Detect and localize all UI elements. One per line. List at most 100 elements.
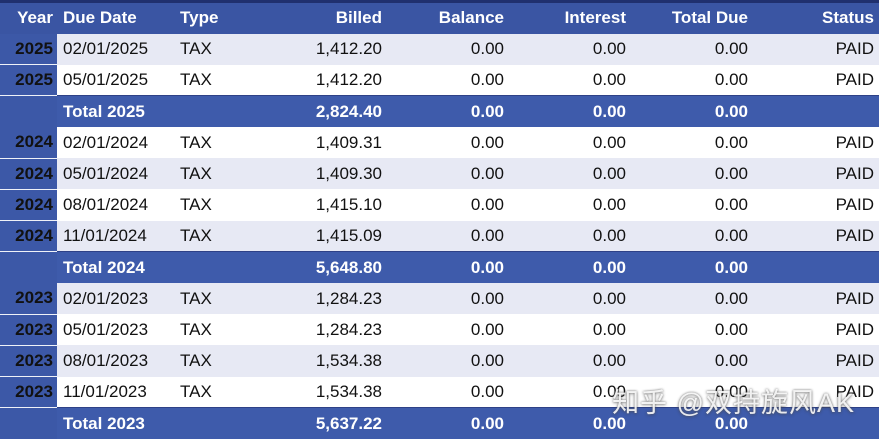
- cell-status: PAID: [753, 189, 879, 221]
- cell-due-date: 02/01/2025: [57, 33, 172, 65]
- column-header-year: Year: [0, 0, 57, 34]
- total-row: Total 2023 5,637.22 0.00 0.00 0.00: [0, 407, 879, 439]
- cell-interest: 0.00: [509, 95, 631, 128]
- cell-year: [0, 407, 57, 439]
- cell-type: TAX: [172, 283, 287, 315]
- cell-balance: 0.00: [387, 95, 509, 128]
- cell-due-date: 08/01/2024: [57, 189, 172, 221]
- cell-type: TAX: [172, 189, 287, 221]
- cell-interest: 0.00: [509, 345, 631, 377]
- cell-total-due: 0.00: [631, 189, 753, 221]
- cell-type: TAX: [172, 158, 287, 190]
- cell-billed: 1,534.38: [287, 376, 387, 408]
- cell-status: PAID: [753, 283, 879, 315]
- cell-status: [753, 251, 879, 283]
- cell-year: 2023: [0, 283, 57, 315]
- cell-total-due: 0.00: [631, 64, 753, 96]
- cell-type: TAX: [172, 33, 287, 65]
- table-row: 2024 05/01/2024 TAX 1,409.30 0.00 0.00 0.00 PAI…: [0, 158, 879, 190]
- cell-status: PAID: [753, 376, 879, 408]
- cell-interest: 0.00: [509, 283, 631, 315]
- table-row: 2024 11/01/2024 TAX 1,415.09 0.00 0.00 0.00 PAI…: [0, 220, 879, 253]
- cell-status: PAID: [753, 127, 879, 159]
- cell-total-due: 0.00: [631, 158, 753, 190]
- cell-billed: 1,415.09: [287, 220, 387, 252]
- header-row: Year Due Date Type Billed Balance Intere…: [0, 0, 879, 34]
- cell-total-label: Total 2025: [57, 95, 287, 128]
- cell-total-due: 0.00: [631, 407, 753, 439]
- cell-total-due: 0.00: [631, 95, 753, 128]
- cell-balance: 0.00: [387, 251, 509, 283]
- column-header-status: Status: [753, 0, 879, 34]
- cell-total-due: 0.00: [631, 283, 753, 315]
- cell-status: [753, 407, 879, 439]
- table-body: 2025 02/01/2025 TAX 1,412.20 0.00 0.00 0.00 PAI…: [0, 33, 879, 439]
- cell-interest: 0.00: [509, 33, 631, 65]
- cell-type: TAX: [172, 127, 287, 159]
- cell-status: PAID: [753, 33, 879, 65]
- cell-balance: 0.00: [387, 283, 509, 315]
- cell-balance: 0.00: [387, 220, 509, 252]
- cell-billed: 1,409.31: [287, 127, 387, 159]
- cell-balance: 0.00: [387, 189, 509, 221]
- cell-due-date: 05/01/2025: [57, 64, 172, 96]
- cell-year: 2023: [0, 314, 57, 346]
- cell-status: [753, 95, 879, 128]
- cell-due-date: 02/01/2023: [57, 283, 172, 315]
- cell-interest: 0.00: [509, 314, 631, 346]
- cell-balance: 0.00: [387, 158, 509, 190]
- cell-total-label: Total 2024: [57, 251, 287, 283]
- cell-type: TAX: [172, 314, 287, 346]
- cell-status: PAID: [753, 314, 879, 346]
- cell-status: PAID: [753, 158, 879, 190]
- cell-type: TAX: [172, 345, 287, 377]
- cell-year: 2024: [0, 158, 57, 190]
- table-row: 2025 02/01/2025 TAX 1,412.20 0.00 0.00 0.00 PAI…: [0, 33, 879, 66]
- cell-type: TAX: [172, 220, 287, 252]
- cell-balance: 0.00: [387, 314, 509, 346]
- cell-interest: 0.00: [509, 64, 631, 96]
- cell-year: 2024: [0, 220, 57, 253]
- cell-balance: 0.00: [387, 64, 509, 96]
- cell-due-date: 08/01/2023: [57, 345, 172, 377]
- cell-billed: 1,412.20: [287, 64, 387, 96]
- table-row: 2023 02/01/2023 TAX 1,284.23 0.00 0.00 0.00 PAI…: [0, 283, 879, 315]
- table-row: 2023 05/01/2023 TAX 1,284.23 0.00 0.00 0.00 PAI…: [0, 314, 879, 346]
- cell-interest: 0.00: [509, 251, 631, 283]
- cell-status: PAID: [753, 64, 879, 96]
- cell-billed: 2,824.40: [287, 95, 387, 128]
- cell-interest: 0.00: [509, 220, 631, 252]
- cell-due-date: 02/01/2024: [57, 127, 172, 159]
- column-header-balance: Balance: [387, 0, 509, 34]
- cell-total-due: 0.00: [631, 314, 753, 346]
- cell-year: [0, 95, 57, 128]
- cell-interest: 0.00: [509, 407, 631, 439]
- cell-due-date: 11/01/2023: [57, 376, 172, 408]
- cell-year: 2025: [0, 33, 57, 66]
- cell-balance: 0.00: [387, 345, 509, 377]
- table-header: Year Due Date Type Billed Balance Intere…: [0, 0, 879, 34]
- cell-total-label: Total 2023: [57, 407, 287, 439]
- cell-billed: 1,412.20: [287, 33, 387, 65]
- cell-interest: 0.00: [509, 376, 631, 408]
- cell-balance: 0.00: [387, 33, 509, 65]
- cell-year: 2025: [0, 64, 57, 97]
- total-row: Total 2024 5,648.80 0.00 0.00 0.00: [0, 251, 879, 283]
- cell-billed: 1,284.23: [287, 283, 387, 315]
- cell-due-date: 05/01/2024: [57, 158, 172, 190]
- cell-interest: 0.00: [509, 189, 631, 221]
- cell-type: TAX: [172, 64, 287, 96]
- table-row: 2024 02/01/2024 TAX 1,409.31 0.00 0.00 0.00 PAI…: [0, 127, 879, 159]
- cell-total-due: 0.00: [631, 251, 753, 283]
- cell-status: PAID: [753, 220, 879, 252]
- cell-year: [0, 251, 57, 283]
- table-row: 2025 05/01/2025 TAX 1,412.20 0.00 0.00 0.00 PAI…: [0, 64, 879, 97]
- cell-balance: 0.00: [387, 127, 509, 159]
- column-header-interest: Interest: [509, 0, 631, 34]
- table-row: 2024 08/01/2024 TAX 1,415.10 0.00 0.00 0.00 PAI…: [0, 189, 879, 222]
- cell-total-due: 0.00: [631, 127, 753, 159]
- cell-total-due: 0.00: [631, 220, 753, 252]
- cell-billed: 1,409.30: [287, 158, 387, 190]
- cell-year: 2023: [0, 376, 57, 409]
